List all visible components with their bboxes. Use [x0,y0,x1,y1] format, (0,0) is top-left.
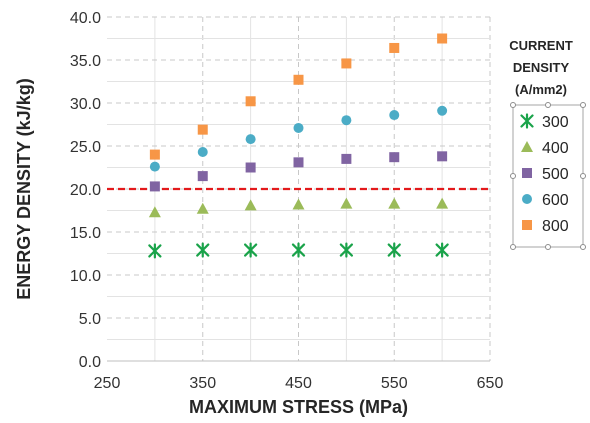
x-tick-label: 350 [189,375,216,392]
y-tick-label: 30.0 [70,96,101,113]
data-point-500 [293,157,304,168]
x-tick-label: 650 [477,375,504,392]
legend-handle [545,102,551,108]
legend-handle [580,244,586,250]
data-point-500 [389,152,400,163]
legend-marker-500 [522,168,532,178]
data-point-300 [148,243,162,259]
y-axis-title: ENERGY DENSITY (kJ/kg) [14,78,34,299]
data-point-400 [388,197,401,209]
legend-label-300: 300 [542,114,569,131]
legend-handle [580,102,586,108]
data-point-800 [293,74,304,85]
x-tick-label: 450 [285,375,312,392]
legend-marker-800 [522,220,532,230]
data-point-600 [293,122,304,133]
data-point-400 [196,202,209,214]
legend[interactable]: 300 400 500 600 800 [510,102,586,250]
legend-handle [510,102,516,108]
data-point-800 [149,149,160,160]
data-point-500 [197,171,208,182]
data-point-300 [435,242,449,258]
legend-label-400: 400 [542,140,569,157]
legend-label-600: 600 [542,192,569,209]
data-point-300 [196,242,210,258]
data-point-400 [292,198,305,210]
data-points [148,33,449,259]
legend-handle [510,244,516,250]
data-point-600 [197,147,208,158]
y-tick-label: 40.0 [70,10,101,27]
data-point-400 [436,197,449,209]
legend-label-800: 800 [542,218,569,235]
data-point-500 [245,162,256,173]
legend-marker-300 [520,113,534,129]
data-point-400 [244,199,257,211]
y-tick-label: 35.0 [70,53,101,70]
x-axis-title: MAXIMUM STRESS (MPa) [189,397,408,417]
legend-marker-400 [521,141,533,152]
data-point-300 [244,242,258,258]
legend-title-line: (A/mm2) [515,82,567,97]
x-tick-label: 250 [94,375,121,392]
data-point-800 [197,124,208,135]
y-tick-label: 10.0 [70,268,101,285]
y-tick-label: 0.0 [79,354,101,371]
legend-label-500: 500 [542,166,569,183]
data-point-300 [339,242,353,258]
data-point-300 [387,242,401,258]
legend-handle [510,173,516,179]
y-tick-label: 5.0 [79,311,101,328]
y-tick-label: 25.0 [70,139,101,156]
legend-handle [545,244,551,250]
data-point-800 [437,33,448,44]
data-point-500 [341,153,352,164]
data-point-400 [340,197,353,209]
data-point-600 [341,115,352,126]
data-point-600 [245,134,256,145]
legend-handle [580,173,586,179]
data-point-400 [148,206,161,218]
legend-title-line: CURRENT [509,38,573,53]
data-point-500 [437,151,448,162]
x-tick-label: 550 [381,375,408,392]
y-axis-ticks: 0.0 5.0 10.0 15.0 20.0 25.0 30.0 35.0 40.0 [70,10,101,371]
data-point-800 [341,58,352,69]
data-point-800 [389,42,400,53]
data-point-800 [245,96,256,107]
data-point-300 [291,242,306,258]
legend-title: CURRENT DENSITY (A/mm2) [509,38,573,97]
y-tick-label: 20.0 [70,182,101,199]
data-point-500 [149,181,160,192]
data-point-600 [437,105,448,116]
data-point-600 [149,161,160,172]
legend-marker-600 [522,194,532,204]
y-tick-label: 15.0 [70,225,101,242]
legend-title-line: DENSITY [513,60,570,75]
data-point-600 [389,110,400,121]
x-axis-ticks: 250 350 450 550 650 [94,375,504,392]
